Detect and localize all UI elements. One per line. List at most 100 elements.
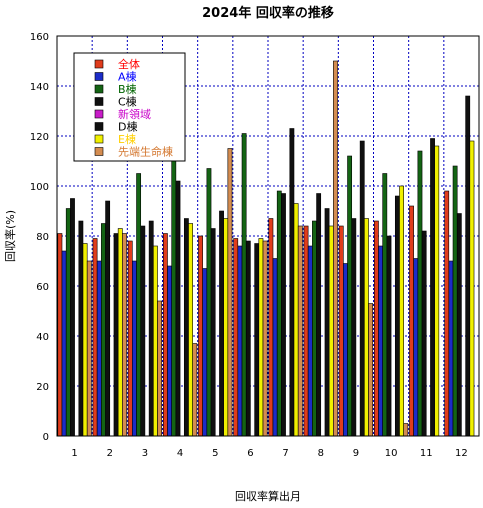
- bar-3-11: [417, 150, 423, 437]
- bar-4-6: [245, 240, 251, 437]
- bar-4-5: [210, 228, 216, 437]
- y-tick-label: 100: [30, 182, 49, 193]
- bar-6-3: [148, 220, 154, 437]
- bar-6-1: [78, 220, 84, 437]
- legend-label: B棟: [118, 82, 137, 96]
- bar-2-12: [448, 260, 454, 437]
- y-tick-label: 0: [43, 432, 49, 443]
- bar-2-10: [378, 245, 383, 437]
- bar-2-4: [167, 265, 172, 437]
- bar-3-9: [347, 155, 353, 437]
- grid: [57, 36, 479, 436]
- bar-4-3: [140, 225, 146, 437]
- bar-1-3: [127, 240, 133, 437]
- bar-4-12: [456, 213, 462, 437]
- bar-1-9: [338, 225, 344, 437]
- bar-6-5: [219, 210, 224, 437]
- bar-1-10: [373, 220, 379, 437]
- bar-1-6: [233, 238, 239, 437]
- bar-2-8: [307, 245, 313, 437]
- bar-6-6: [254, 243, 260, 437]
- y-tick-label: 20: [36, 382, 49, 393]
- legend-swatch: [94, 72, 104, 81]
- bar-3-2: [101, 223, 106, 437]
- bar-6-2: [113, 233, 119, 437]
- x-tick-label: 3: [142, 448, 148, 459]
- y-tick-label: 140: [30, 82, 49, 93]
- bar-1-2: [92, 238, 98, 437]
- bar-3-3: [136, 173, 142, 437]
- bar-1-12: [444, 190, 450, 437]
- plot-frame: [56, 35, 480, 437]
- bar-4-11: [421, 230, 427, 437]
- bar-7-5: [223, 218, 229, 437]
- legend-swatch: [94, 147, 104, 156]
- legend-swatch: [94, 122, 104, 131]
- x-tick-label: 7: [282, 448, 288, 459]
- bar-3-6: [241, 133, 247, 437]
- legend-label: D棟: [118, 120, 137, 134]
- bar-7-4: [188, 223, 193, 437]
- y-tick-label: 40: [36, 332, 49, 343]
- x-tick-label: 4: [177, 448, 183, 459]
- bar-7-8: [328, 225, 334, 437]
- bar-2-9: [343, 263, 348, 437]
- bar-3-5: [206, 168, 212, 437]
- bar-2-7: [272, 258, 278, 437]
- legend-box: [73, 52, 186, 162]
- bar-4-7: [281, 193, 286, 437]
- bar-3-7: [276, 190, 282, 437]
- x-tick-label: 5: [212, 448, 218, 459]
- x-tick-label: 8: [318, 448, 324, 459]
- x-tick-label: 12: [455, 448, 468, 459]
- bar-1-8: [303, 225, 309, 437]
- bar-1-7: [268, 218, 274, 437]
- bar-7-7: [293, 203, 299, 437]
- legend-swatch: [94, 134, 104, 144]
- bar-6-7: [289, 128, 295, 437]
- bar-8-9: [368, 303, 374, 437]
- bar-8-7: [297, 225, 303, 437]
- legend-label: A棟: [118, 70, 137, 84]
- legend-swatch: [94, 59, 104, 69]
- bar-3-8: [312, 220, 317, 437]
- y-tick-label: 120: [30, 132, 49, 143]
- bar-2-6: [237, 245, 243, 437]
- legend-label: C棟: [118, 95, 137, 109]
- bar-8-2: [122, 233, 127, 437]
- bar-6-11: [430, 138, 435, 437]
- bar-1-4: [162, 233, 168, 437]
- bar-8-6: [262, 240, 268, 437]
- bar-3-4: [171, 150, 177, 437]
- bar-2-2: [96, 260, 102, 437]
- bar-7-3: [153, 245, 158, 437]
- bar-8-8: [333, 60, 338, 437]
- bar-8-5: [227, 148, 233, 437]
- bar-2-1: [61, 250, 67, 437]
- x-tick-label: 10: [385, 448, 398, 459]
- bar-2-3: [132, 260, 137, 437]
- bar-6-4: [183, 218, 189, 437]
- legend-label: 先端生命棟: [118, 145, 173, 159]
- x-tick-label: 9: [353, 448, 359, 459]
- bar-7-9: [364, 218, 369, 437]
- bar-1-5: [198, 235, 203, 437]
- bar-2-11: [413, 258, 419, 437]
- bar-7-1: [82, 243, 88, 437]
- x-tick-label: 1: [71, 448, 77, 459]
- x-axis-label: 回収率算出月: [235, 489, 301, 503]
- legend-label: 全体: [118, 57, 140, 71]
- y-tick-label: 60: [36, 282, 49, 293]
- x-axis-ticks: 1 2 3 4 5 6 7 8 9 10 11 12: [71, 448, 467, 459]
- bar-4-10: [386, 235, 392, 437]
- y-tick-label: 160: [30, 32, 49, 43]
- legend-swatch: [94, 109, 104, 119]
- y-axis-ticks: 0 20 40 60 80 100 120 140 160: [30, 32, 49, 443]
- legend-swatch: [94, 97, 104, 106]
- y-axis-label: 回収率(%): [3, 210, 17, 262]
- chart-title: 2024年 回収率の推移: [202, 5, 334, 21]
- bar-6-8: [324, 208, 330, 437]
- bars: [57, 60, 475, 437]
- bar-6-12: [465, 95, 471, 437]
